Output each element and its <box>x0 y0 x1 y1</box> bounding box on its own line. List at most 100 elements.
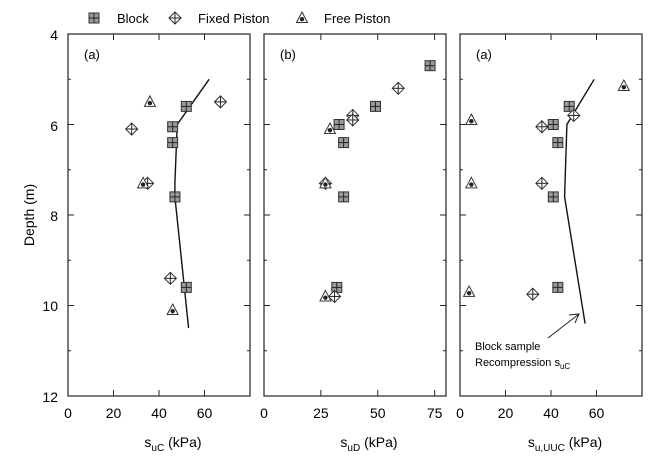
triangle-marker-dot <box>323 182 328 187</box>
block-point <box>552 281 564 293</box>
x-tick-label: 0 <box>64 405 72 421</box>
panel-3: 0 20 40 60 (a) su,UUC (kPa) <box>456 33 643 454</box>
fixed-piston-point <box>346 113 360 127</box>
fixed-piston-point <box>124 122 139 136</box>
panel-label: (a) <box>84 47 100 62</box>
block-point <box>338 191 350 203</box>
x-axis-label-main: s <box>528 434 535 450</box>
annotation-line-2: Recompression suC <box>475 357 570 371</box>
y-tick-labels: 4 6 8 10 12 <box>42 27 58 405</box>
legend-fixed-piston-marker-icon <box>168 11 182 25</box>
block-point <box>547 119 559 130</box>
block-point <box>547 191 559 203</box>
free-piston-point <box>323 121 337 135</box>
triangle-marker-dot <box>327 128 333 133</box>
annotation-arrow <box>547 313 580 339</box>
y-tick-label: 12 <box>42 389 58 405</box>
legend-label-free-piston: Free Piston <box>324 11 390 26</box>
fixed-piston-point <box>391 81 405 96</box>
annotation: Block sample Recompression suC <box>475 313 580 371</box>
y-tick-label: 10 <box>42 298 58 314</box>
x-tick-label: 60 <box>197 405 213 421</box>
trend-line <box>174 78 210 329</box>
panels: 0 20 40 60(a)suC (kPa)0 25 50 75(b)suD (kPa)0 2… <box>64 33 643 454</box>
x-axis-label: suD (kPa) <box>340 434 397 454</box>
x-tick-label: 0 <box>260 405 268 421</box>
block-point <box>167 137 179 149</box>
triangle-marker-dot <box>466 290 472 296</box>
x-tick-label: 20 <box>106 405 122 421</box>
triangle-marker-dot <box>323 295 328 300</box>
panel-1: 0 20 40 60 (a) suC (kPa) <box>64 33 251 454</box>
free-piston-point <box>617 78 631 92</box>
fixed-piston-point <box>526 287 540 301</box>
y-tick-label: 8 <box>50 208 58 224</box>
free-piston-point <box>462 284 476 297</box>
panel-2: 0 25 50 75 (b) suD (kPa) <box>260 33 447 454</box>
free-piston-point <box>465 176 478 189</box>
annotation-line-2-sub: uC <box>560 362 570 371</box>
x-tick-label: 20 <box>498 405 514 421</box>
y-tick-label: 4 <box>50 27 58 43</box>
annotation-arrowhead-icon <box>568 313 580 324</box>
y-axis-title: Depth (m) <box>21 184 37 246</box>
block-point <box>552 137 564 149</box>
triangle-marker-dot <box>147 100 153 106</box>
x-axis-label: su,UUC (kPa) <box>528 434 602 454</box>
x-tick-label: 60 <box>589 405 605 421</box>
annotation-line-1: Block sample <box>475 341 540 353</box>
block-point <box>331 281 343 293</box>
block-point <box>169 191 181 203</box>
x-axis-label-main: s <box>144 434 151 450</box>
x-axis-label-main: s <box>340 434 347 450</box>
free-piston-point <box>465 112 478 125</box>
x-tick-label: 50 <box>370 405 386 421</box>
x-axis-label-sub: uC <box>151 443 164 454</box>
block-point <box>338 137 350 149</box>
free-piston-point <box>166 302 179 316</box>
triangle-marker-dot <box>170 309 175 314</box>
triangle-marker-dot <box>140 182 146 187</box>
free-piston-point <box>143 94 157 107</box>
x-axis-label-sub: u,UUC <box>535 443 565 454</box>
free-piston-point <box>136 176 150 189</box>
annotation-line-2-main: Recompression s <box>475 357 560 369</box>
triangle-marker-dot <box>469 118 474 124</box>
triangle-marker-dot <box>621 85 626 90</box>
panel-label: (b) <box>280 47 296 62</box>
legend: Block Fixed Piston Free Piston <box>88 10 390 26</box>
fixed-piston-point <box>327 289 342 304</box>
block-point <box>563 100 575 112</box>
x-tick-label: 75 <box>427 405 443 421</box>
y-tick-label: 6 <box>50 118 58 134</box>
legend-item-block: Block <box>88 11 149 26</box>
fixed-piston-point <box>535 120 549 134</box>
panel-label: (a) <box>476 47 492 62</box>
legend-item-fixed-piston: Fixed Piston <box>168 11 270 26</box>
x-tick-label: 0 <box>456 405 464 421</box>
x-axis-label-unit: (kPa) <box>360 434 397 450</box>
fixed-piston-point <box>213 95 228 109</box>
free-piston-point <box>319 289 332 302</box>
x-axis-label-unit: (kPa) <box>565 434 602 450</box>
x-axis-label-sub: uD <box>347 443 360 454</box>
block-point <box>369 100 381 112</box>
legend-label-block: Block <box>117 11 149 26</box>
legend-label-fixed-piston: Fixed Piston <box>198 11 270 26</box>
x-tick-label: 40 <box>543 405 559 421</box>
trend-line <box>563 78 595 324</box>
block-point <box>333 119 345 130</box>
triangle-marker-dot <box>469 182 474 187</box>
x-axis-label-unit: (kPa) <box>164 434 201 450</box>
block-point <box>424 60 436 72</box>
block-point <box>180 100 192 112</box>
x-tick-label: 40 <box>151 405 167 421</box>
x-tick-label: 25 <box>313 405 329 421</box>
free-piston-point <box>319 176 332 189</box>
legend-item-free-piston: Free Piston <box>295 10 390 26</box>
panel-frame <box>67 33 251 397</box>
legend-free-piston-marker-icon <box>295 10 309 23</box>
block-point <box>167 121 179 133</box>
fixed-piston-point <box>535 176 549 191</box>
